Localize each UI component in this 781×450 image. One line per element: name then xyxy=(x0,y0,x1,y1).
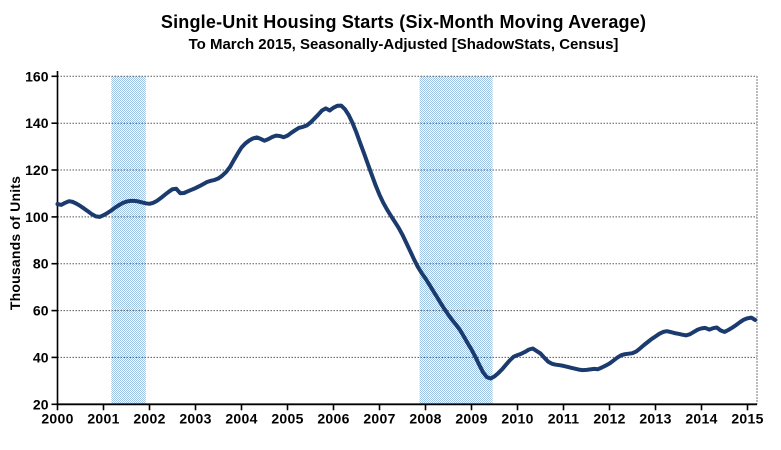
x-tick-label: 2004 xyxy=(225,410,257,426)
recession-band xyxy=(419,76,493,405)
chart-subtitle: To March 2015, Seasonally-Adjusted [Shad… xyxy=(188,36,619,53)
y-tick-label: 20 xyxy=(33,396,49,412)
y-tick-label: 120 xyxy=(25,162,49,178)
x-tick-label: 2001 xyxy=(87,410,119,426)
x-tick-label: 2003 xyxy=(179,410,211,426)
x-tick-label: 2005 xyxy=(271,410,303,426)
chart-title: Single-Unit Housing Starts (Six-Month Mo… xyxy=(160,12,647,32)
x-tick-label: 2012 xyxy=(593,410,625,426)
x-tick-label: 2013 xyxy=(639,410,671,426)
x-tick-label: 2011 xyxy=(548,410,580,426)
x-tick-label: 2008 xyxy=(409,410,441,426)
y-tick-label: 60 xyxy=(33,303,49,319)
y-tick-label: 160 xyxy=(25,68,49,84)
x-tick-label: 2000 xyxy=(41,410,73,426)
x-tick-label: 2006 xyxy=(317,410,349,426)
x-tick-label: 2002 xyxy=(133,410,165,426)
data-line xyxy=(55,103,758,381)
y-tick-label: 140 xyxy=(25,115,49,131)
recession-band xyxy=(111,76,146,405)
y-tick-label: 100 xyxy=(25,209,49,225)
x-tick-label: 2010 xyxy=(501,410,533,426)
y-tick-label: 80 xyxy=(33,256,49,272)
x-tick-label: 2014 xyxy=(685,410,717,426)
x-tick-label: 2009 xyxy=(455,410,487,426)
x-tick-label: 2007 xyxy=(363,410,395,426)
y-tick-label: 40 xyxy=(33,349,49,365)
x-tick-label: 2015 xyxy=(731,410,763,426)
